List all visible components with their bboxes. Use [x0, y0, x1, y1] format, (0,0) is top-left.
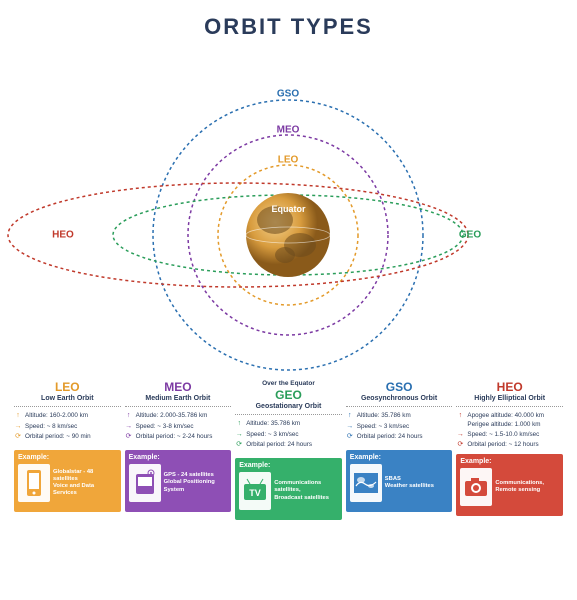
example-text: Globalstar - 48 satellitesVoice and Data… — [53, 469, 117, 498]
stat-row: ↑Altitude: 35.786 km — [346, 411, 453, 422]
stat-text: Orbital period: ~ 12 hours — [467, 440, 538, 449]
stat-icon: → — [14, 422, 22, 433]
equator-label: Equator — [271, 204, 305, 214]
stat-icon: ↑ — [125, 411, 133, 422]
svg-text:TV: TV — [249, 488, 261, 498]
column-gso: GSO Geosynchronous Orbit ↑Altitude: 35.7… — [346, 380, 453, 520]
stat-row: →Speed: ~ 3-8 km/sec — [125, 422, 232, 433]
stat-icon: → — [235, 430, 243, 441]
stat-text: Speed: ~ 3-8 km/sec — [136, 422, 194, 431]
orbit-label-gso: GSO — [277, 89, 299, 100]
column-leo: LEO Low Earth Orbit ↑Altitude: 160-2.000… — [14, 380, 121, 520]
orbit-label-heo: HEO — [52, 230, 74, 241]
orbit-label-meo: MEO — [277, 125, 300, 136]
column-stats: ↑Altitude: 35.786 km→Speed: ~ 3 km/sec⟳O… — [346, 406, 453, 450]
example-box: Example: SBASWeather satellites — [346, 450, 453, 512]
example-label: Example: — [350, 454, 449, 461]
stat-icon: → — [125, 422, 133, 433]
stat-text: Speed: ~ 1.5-10.0 km/sec — [467, 430, 539, 439]
example-box: Example: Globalstar - 48 satellitesVoice… — [14, 450, 121, 512]
column-name: Geostationary Orbit — [235, 403, 342, 410]
column-name: Low Earth Orbit — [14, 395, 121, 402]
orbit-heo — [8, 183, 468, 287]
stat-text: Apogee altitude: 40.000 km Perigee altit… — [467, 411, 563, 430]
stat-row: ↑Altitude: 2.000-35.786 km — [125, 411, 232, 422]
stat-row: ↑Altitude: 35.786 km — [235, 419, 342, 430]
example-label: Example: — [460, 458, 559, 465]
example-icon — [129, 464, 161, 502]
orbit-label-leo: LEO — [278, 155, 299, 166]
column-stats: ↑Apogee altitude: 40.000 km Perigee alti… — [456, 406, 563, 454]
column-stats: ↑Altitude: 35.786 km→Speed: ~ 3 km/sec⟳O… — [235, 414, 342, 458]
example-label: Example: — [129, 454, 228, 461]
orbit-diagram: LEO MEO GSO GEO HEO Equator — [0, 40, 577, 380]
example-text: SBASWeather satellites — [385, 476, 434, 490]
example-label: Example: — [18, 454, 117, 461]
column-abbr: GEO — [235, 388, 342, 402]
stat-row: →Speed: ~ 3 km/sec — [235, 430, 342, 441]
example-icon — [460, 468, 492, 506]
column-stats: ↑Altitude: 2.000-35.786 km→Speed: ~ 3-8 … — [125, 406, 232, 450]
stat-icon: → — [346, 422, 354, 433]
info-columns: LEO Low Earth Orbit ↑Altitude: 160-2.000… — [0, 380, 577, 520]
example-label: Example: — [239, 462, 338, 469]
stat-text: Speed: ~ 8 km/sec — [25, 422, 77, 431]
stat-text: Orbital period: 24 hours — [246, 440, 312, 449]
example-icon: TV — [239, 472, 271, 510]
stat-text: Altitude: 35.786 km — [246, 419, 300, 428]
stat-icon: ⟳ — [125, 432, 133, 443]
example-text: Communications satellites,Broadcast sate… — [274, 480, 338, 502]
stat-row: →Speed: ~ 3 km/sec — [346, 422, 453, 433]
stat-row: ⟳Orbital period: ~ 90 min — [14, 432, 121, 443]
stat-text: Speed: ~ 3 km/sec — [246, 430, 298, 439]
column-name: Highly Elliptical Orbit — [456, 395, 563, 402]
column-stats: ↑Altitude: 160-2.000 km→Speed: ~ 8 km/se… — [14, 406, 121, 450]
column-meo: MEO Medium Earth Orbit ↑Altitude: 2.000-… — [125, 380, 232, 520]
stat-row: ↑Altitude: 160-2.000 km — [14, 411, 121, 422]
stat-icon: → — [456, 430, 464, 441]
stat-row: ⟳Orbital period: 24 hours — [346, 432, 453, 443]
stat-icon: ↑ — [346, 411, 354, 422]
stat-text: Altitude: 35.786 km — [357, 411, 411, 420]
column-heo: HEO Highly Elliptical Orbit ↑Apogee alti… — [456, 380, 563, 520]
example-text: GPS - 24 satellitesGlobal Positioning Sy… — [164, 472, 228, 494]
example-box: Example: Communications,Remote sensing — [456, 454, 563, 516]
stat-row: ↑Apogee altitude: 40.000 km Perigee alti… — [456, 411, 563, 430]
stat-text: Speed: ~ 3 km/sec — [357, 422, 409, 431]
stat-row: ⟳Orbital period: ~ 2-24 hours — [125, 432, 232, 443]
example-text: Communications,Remote sensing — [495, 480, 544, 494]
orbit-label-geo: GEO — [459, 230, 481, 241]
stat-row: ⟳Orbital period: 24 hours — [235, 440, 342, 451]
example-icon — [18, 464, 50, 502]
column-geo: Over the Equator GEO Geostationary Orbit… — [235, 380, 342, 520]
example-box: Example: GPS - 24 satellitesGlobal Posit… — [125, 450, 232, 512]
stat-row: →Speed: ~ 8 km/sec — [14, 422, 121, 433]
stat-text: Orbital period: ~ 90 min — [25, 432, 91, 441]
stat-icon: ↑ — [456, 411, 464, 422]
page-title: ORBIT TYPES — [0, 0, 577, 40]
stat-text: Orbital period: 24 hours — [357, 432, 423, 441]
stat-icon: ⟳ — [456, 440, 464, 451]
example-box: Example: TV Communications satellites,Br… — [235, 458, 342, 520]
stat-text: Orbital period: ~ 2-24 hours — [136, 432, 213, 441]
stat-text: Altitude: 2.000-35.786 km — [136, 411, 208, 420]
stat-row: →Speed: ~ 1.5-10.0 km/sec — [456, 430, 563, 441]
stat-icon: ↑ — [235, 419, 243, 430]
stat-icon: ↑ — [14, 411, 22, 422]
stat-row: ⟳Orbital period: ~ 12 hours — [456, 440, 563, 451]
column-name: Medium Earth Orbit — [125, 395, 232, 402]
stat-icon: ⟳ — [346, 432, 354, 443]
example-icon — [350, 464, 382, 502]
column-name: Geosynchronous Orbit — [346, 395, 453, 402]
stat-text: Altitude: 160-2.000 km — [25, 411, 88, 420]
stat-icon: ⟳ — [235, 440, 243, 451]
stat-icon: ⟳ — [14, 432, 22, 443]
